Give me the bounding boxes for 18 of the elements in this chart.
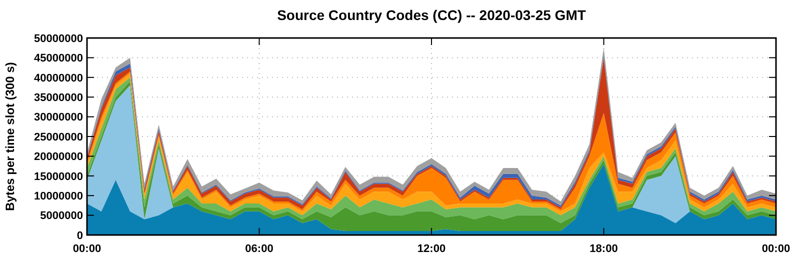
y-tick-label: 35000000 (34, 92, 83, 104)
y-tick-label: 40000000 (34, 72, 83, 84)
y-tick-label: 50000000 (34, 32, 83, 45)
x-tick-label: 00:00 (762, 243, 790, 255)
x-tick-label: 18:00 (590, 243, 618, 255)
y-tick-label: 0 (76, 230, 83, 242)
y-tick-label: 45000000 (34, 52, 83, 65)
y-tick-label: 15000000 (34, 170, 83, 183)
y-axis-title: Bytes per time slot (300 s) (3, 62, 17, 211)
y-tick-label: 20000000 (34, 151, 83, 164)
chart-title: Source Country Codes (CC) -- 2020-03-25 GMT (277, 7, 586, 23)
y-tick-label: 30000000 (34, 112, 83, 124)
x-tick-label: 06:00 (245, 243, 274, 255)
y-tick-label: 10000000 (34, 190, 83, 202)
x-tick-label: 00:00 (72, 243, 102, 255)
y-tick-label: 25000000 (34, 131, 83, 144)
y-tick-label: 5000000 (40, 210, 83, 222)
x-tick-label: 12:00 (417, 243, 446, 255)
